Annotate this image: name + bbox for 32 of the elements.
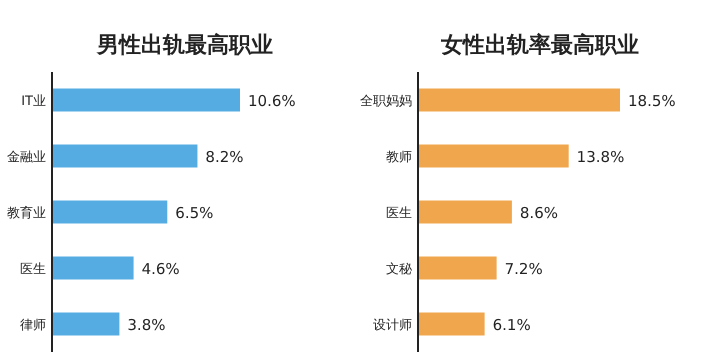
y-tick-label: 金融业 bbox=[7, 150, 46, 165]
y-tick-label: 医生 bbox=[20, 262, 46, 277]
bar bbox=[53, 256, 134, 280]
bar bbox=[53, 312, 120, 336]
bar bbox=[53, 144, 198, 168]
data-label: 13.8% bbox=[576, 148, 624, 166]
y-tick-label: 设计师 bbox=[373, 318, 412, 333]
data-label: 4.6% bbox=[142, 260, 180, 278]
data-label: 3.8% bbox=[127, 316, 166, 334]
data-label: 18.5% bbox=[628, 92, 676, 110]
y-tick-label: 教育业 bbox=[7, 205, 46, 221]
bar bbox=[53, 88, 240, 112]
y-tick-label: 教师 bbox=[386, 150, 412, 165]
y-tick-label: 医生 bbox=[386, 206, 412, 221]
bar bbox=[419, 312, 485, 336]
data-label: 6.1% bbox=[492, 316, 531, 334]
data-label: 8.6% bbox=[520, 204, 558, 222]
data-label: 6.5% bbox=[175, 204, 214, 222]
data-label: 10.6% bbox=[248, 92, 296, 110]
data-label: 8.2% bbox=[205, 148, 244, 166]
y-tick-label: 文秘 bbox=[386, 262, 412, 277]
bar bbox=[419, 88, 620, 112]
bar bbox=[53, 200, 168, 224]
chart-title: 女性出轨率最高职业 bbox=[440, 32, 639, 58]
bar bbox=[419, 200, 512, 224]
bar bbox=[419, 144, 569, 168]
chart-title: 男性出轨最高职业 bbox=[96, 32, 273, 58]
y-tick-label: 全职妈妈 bbox=[360, 94, 412, 109]
data-label: 7.2% bbox=[504, 260, 543, 278]
y-tick-label: IT业 bbox=[21, 94, 46, 109]
y-tick-label: 律师 bbox=[20, 318, 46, 333]
bar bbox=[419, 256, 497, 280]
